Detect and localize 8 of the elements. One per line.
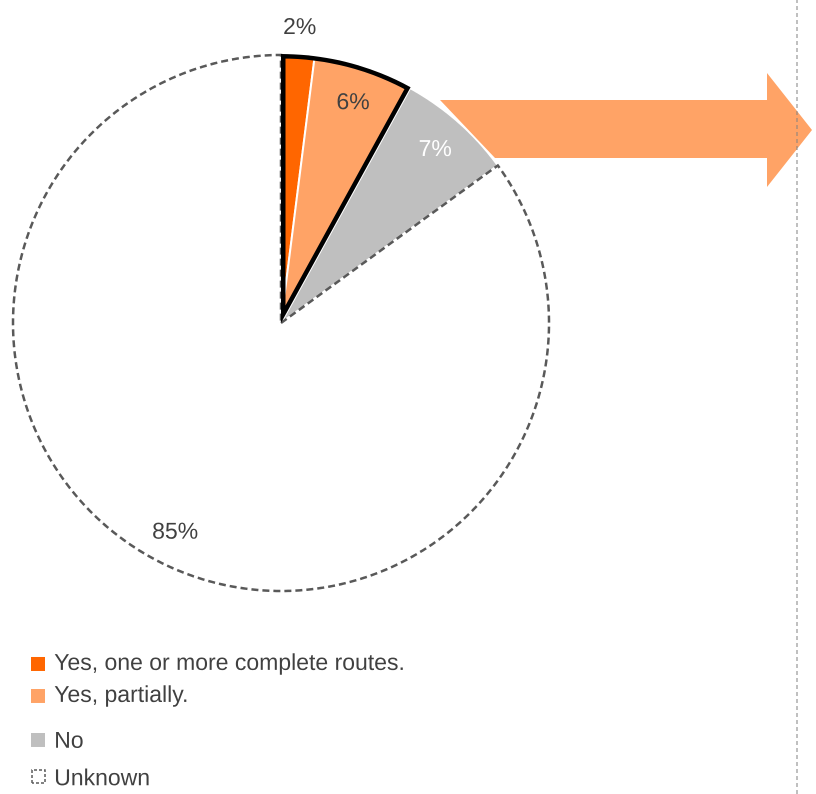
data-label: 2% (284, 18, 316, 34)
data-label: 85% (153, 522, 198, 539)
data-label: 7% (420, 140, 451, 156)
data-label: 6% (338, 93, 369, 110)
legend-label: Yes, one or more complete routes. (54, 653, 403, 675)
legend-label: Unknown (56, 768, 149, 786)
legend-label: No (56, 732, 83, 748)
legend-label: Yes, partially. (54, 685, 186, 707)
